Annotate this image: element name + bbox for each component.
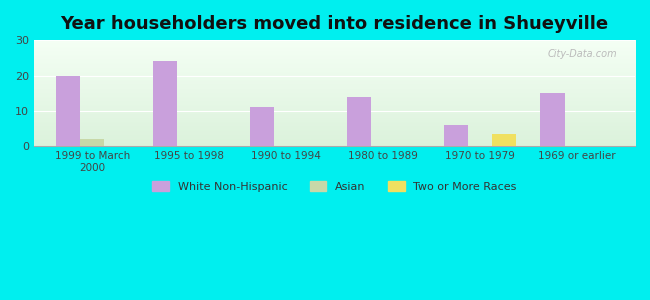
- Bar: [80, 139, 104, 146]
- Legend: White Non-Hispanic, Asian, Two or More Races: White Non-Hispanic, Asian, Two or More R…: [148, 176, 521, 196]
- Bar: [492, 134, 516, 146]
- Bar: [153, 61, 177, 146]
- Bar: [541, 93, 565, 146]
- Bar: [250, 107, 274, 146]
- Bar: [443, 125, 468, 146]
- Text: City-Data.com: City-Data.com: [547, 49, 617, 58]
- Bar: [56, 76, 80, 146]
- Bar: [346, 97, 371, 146]
- Title: Year householders moved into residence in Shueyville: Year householders moved into residence i…: [60, 15, 608, 33]
